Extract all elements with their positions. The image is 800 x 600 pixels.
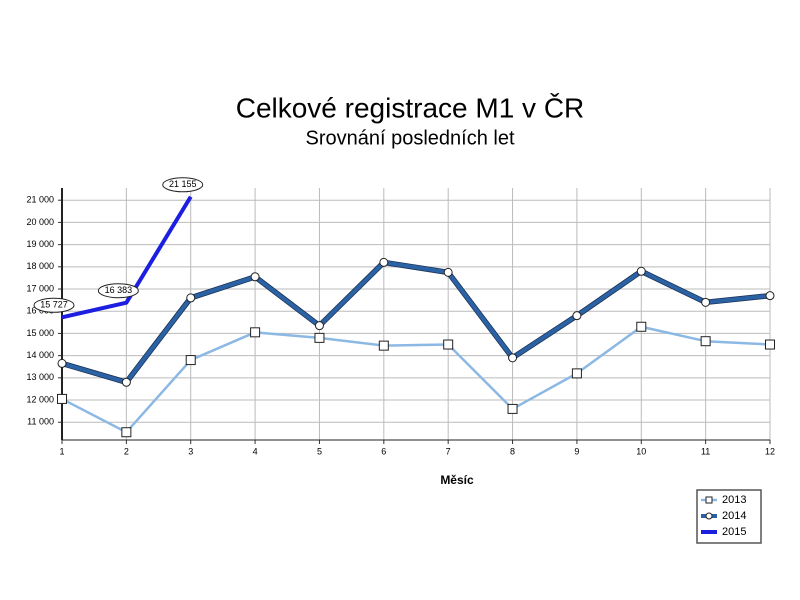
x-tick-label: 4 [253,446,258,456]
point-marker [379,257,389,267]
point-marker [443,267,453,277]
point-marker [700,336,711,347]
legend-label: 2015 [722,526,746,538]
chart-title: Celkové registrace M1 v ČR [236,92,585,123]
series-line [61,325,771,434]
y-tick-label: 15 000 [26,328,54,338]
legend-marker [705,496,713,504]
point-marker [121,427,132,438]
point-marker [701,297,711,307]
x-tick-label: 11 [701,446,710,456]
point-marker [250,272,260,282]
x-tick-label: 6 [381,446,386,456]
point-marker [250,327,261,338]
legend-marker [705,512,713,520]
y-tick-label: 19 000 [26,239,54,249]
y-tick-label: 21 000 [26,195,54,205]
point-marker [571,368,582,379]
value-label: 21 155 [169,179,197,189]
y-tick-label: 12 000 [26,394,54,404]
x-tick-label: 7 [446,446,451,456]
x-tick-label: 9 [574,446,579,456]
x-tick-label: 8 [510,446,515,456]
x-tick-label: 10 [636,446,646,456]
value-label-bubble [97,283,139,299]
x-tick-label: 2 [124,446,129,456]
point-marker [314,332,325,343]
x-tick-label: 3 [188,446,193,456]
y-tick-label: 18 000 [26,261,54,271]
point-marker [765,291,775,301]
y-tick-label: 20 000 [26,217,54,227]
point-marker [636,266,646,276]
point-marker [186,293,196,303]
point-marker [57,358,67,368]
point-marker [314,321,324,331]
point-marker [572,311,582,321]
y-tick-label: 14 000 [26,350,54,360]
point-marker [185,355,196,366]
x-tick-label: 5 [317,446,322,456]
series-line [61,260,771,385]
value-label-bubble [33,297,75,313]
chart-subtitle: Srovnání posledních let [305,127,514,149]
x-axis-label: Měsíc [440,473,474,487]
legend-label: 2013 [722,494,746,506]
value-label: 16 383 [105,285,133,295]
y-tick-label: 13 000 [26,372,54,382]
legend-label: 2014 [722,510,746,522]
value-label: 15 727 [40,300,68,310]
y-tick-label: 11 000 [27,417,54,427]
point-marker [765,339,775,350]
y-tick-label: 17 000 [26,283,54,293]
value-label-bubble [162,177,204,193]
point-marker [57,393,67,404]
point-marker [378,340,389,351]
point-marker [507,403,518,414]
point-marker [443,339,454,350]
point-marker [121,377,131,387]
point-marker [508,353,518,363]
series-line [61,195,193,320]
x-tick-label: 12 [765,446,775,456]
point-marker [636,321,647,332]
x-tick-label: 1 [59,446,64,456]
